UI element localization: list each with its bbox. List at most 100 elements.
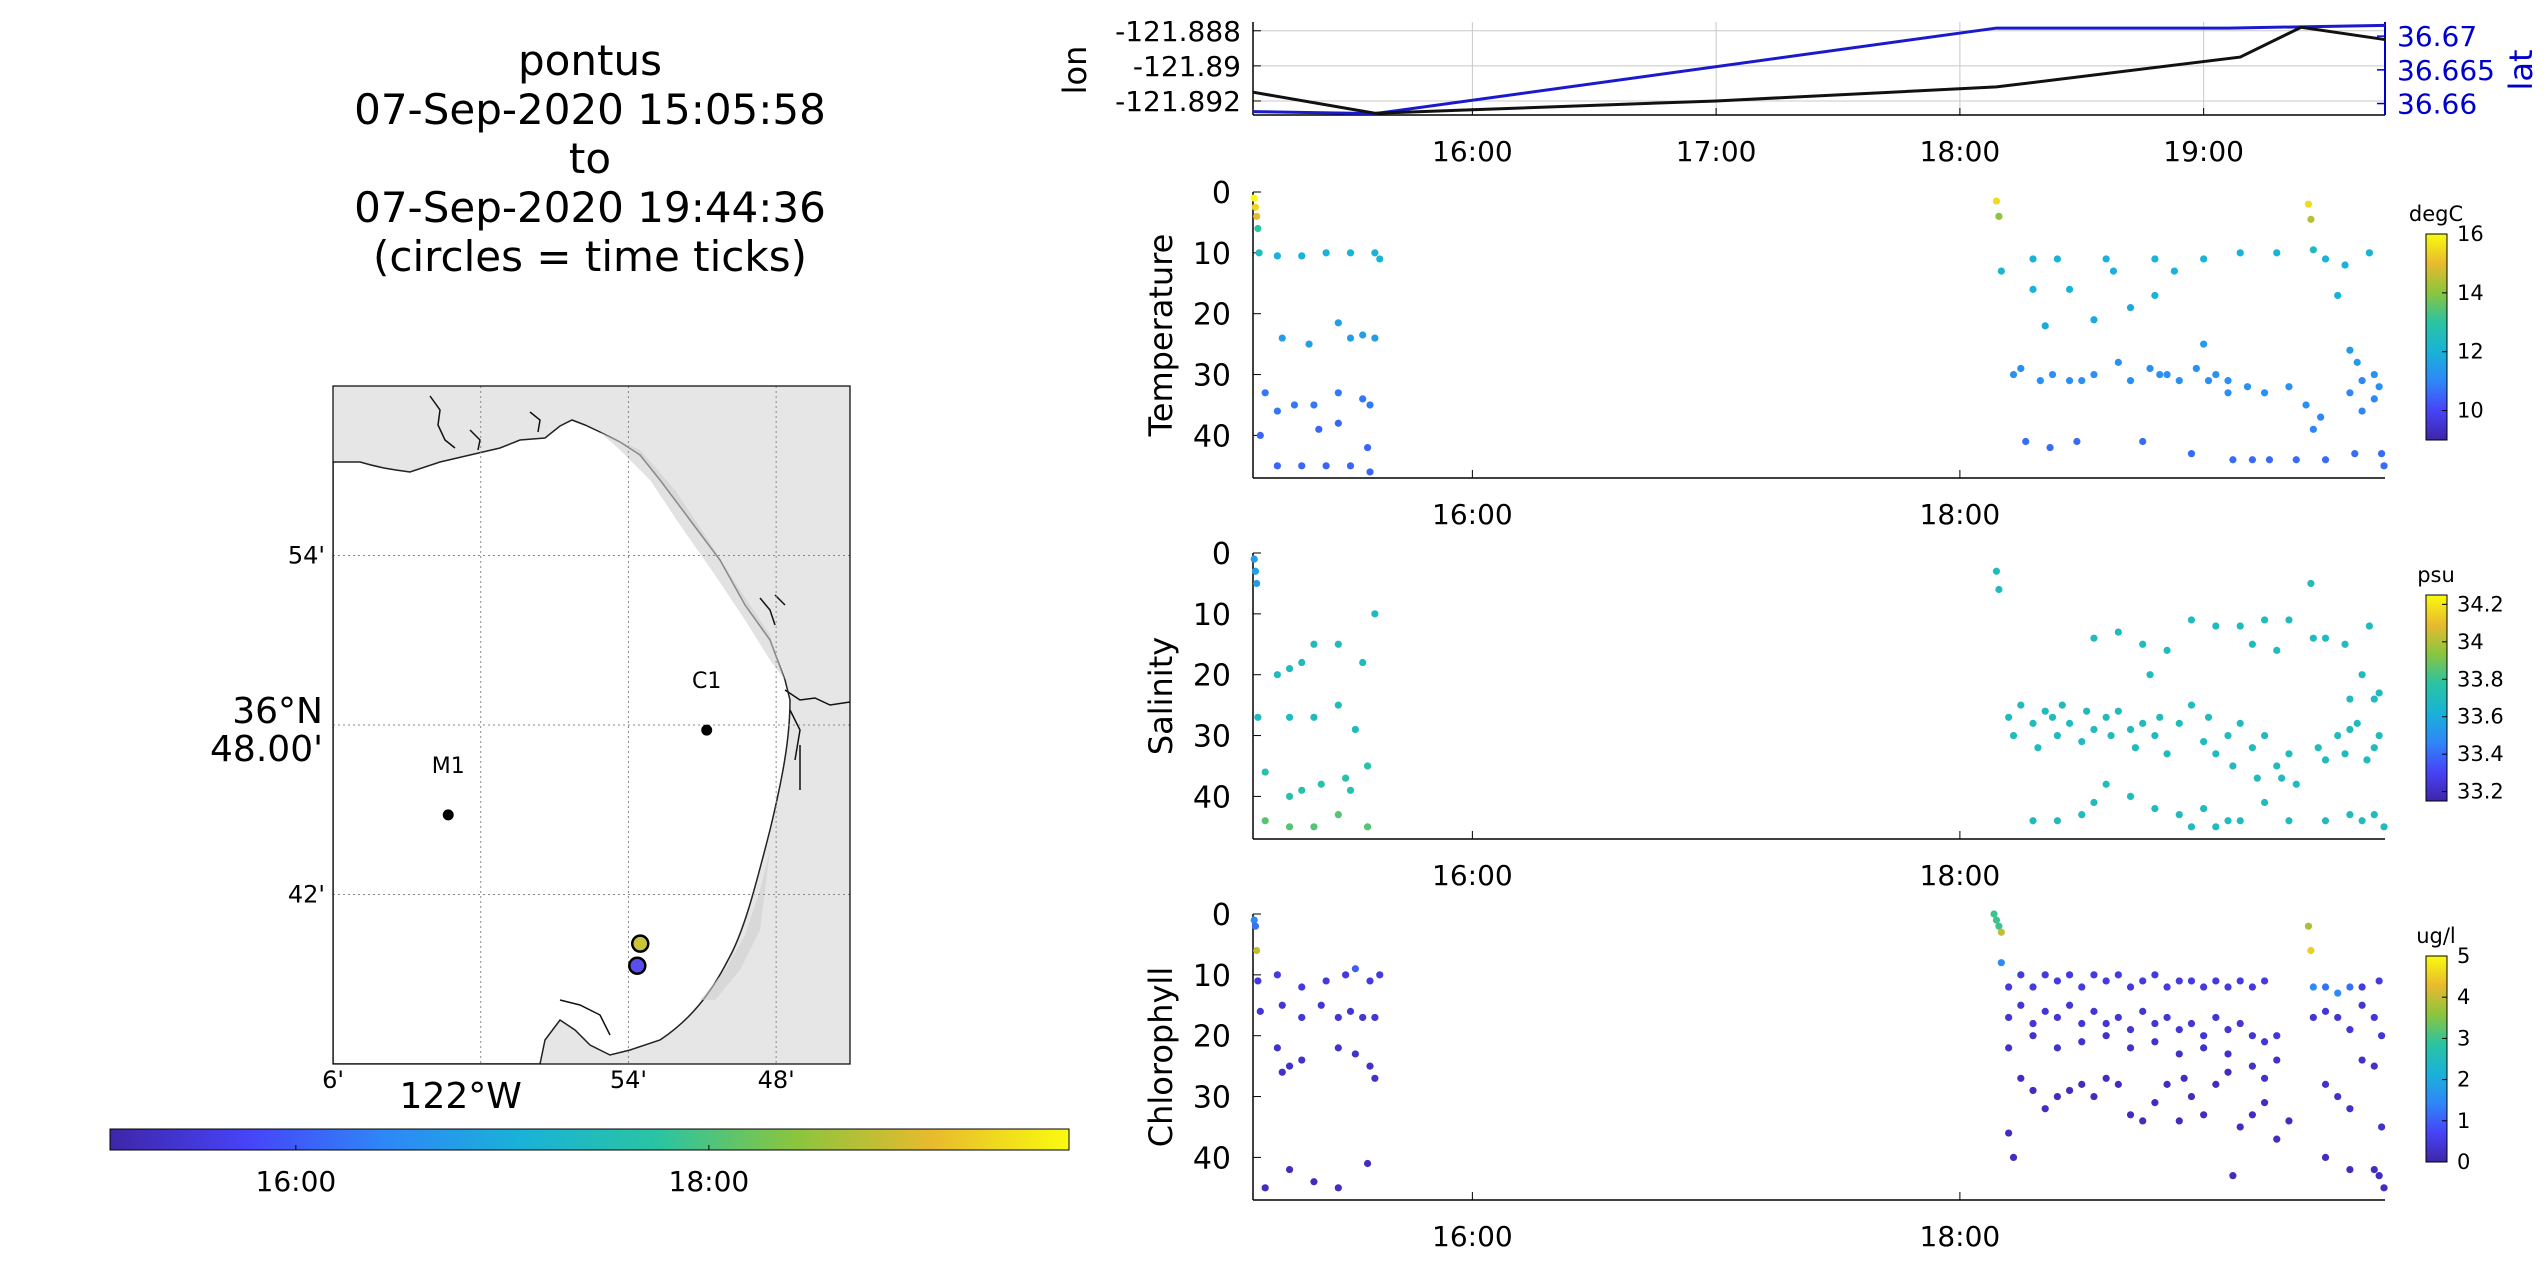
- chlorophyll-point[interactable]: [2346, 983, 2354, 991]
- chlorophyll-point[interactable]: [2114, 971, 2122, 979]
- chlorophyll-point[interactable]: [2090, 1007, 2098, 1015]
- salinity-point[interactable]: [2151, 804, 2159, 813]
- chlorophyll-point[interactable]: [1278, 1068, 1286, 1076]
- temperature-point[interactable]: [1250, 194, 1258, 202]
- temperature-point[interactable]: [2351, 450, 2359, 458]
- salinity-point[interactable]: [1346, 786, 1355, 794]
- chlorophyll-point[interactable]: [1285, 1165, 1294, 1174]
- chlorophyll-point[interactable]: [2273, 1056, 2281, 1064]
- salinity-point[interactable]: [2114, 628, 2122, 636]
- chlorophyll-point[interactable]: [1351, 965, 1359, 973]
- temperature-point[interactable]: [1346, 249, 1355, 257]
- salinity-point[interactable]: [2229, 762, 2237, 770]
- temperature-point[interactable]: [2321, 255, 2330, 263]
- chlorophyll-point[interactable]: [2236, 1123, 2244, 1131]
- temperature-point[interactable]: [2114, 358, 2122, 366]
- chlorophyll-point[interactable]: [2151, 1038, 2159, 1046]
- temperature-point[interactable]: [2029, 285, 2037, 293]
- salinity-point[interactable]: [2175, 719, 2183, 727]
- chlorophyll-point[interactable]: [2273, 1032, 2281, 1040]
- temperature-point[interactable]: [1310, 401, 1318, 409]
- map-track-markers[interactable]: [628, 934, 650, 975]
- chlorophyll-point[interactable]: [2273, 1135, 2281, 1143]
- salinity-point[interactable]: [1992, 567, 2001, 575]
- chlorophyll-point[interactable]: [2224, 983, 2232, 991]
- chlorophyll-point[interactable]: [2346, 1105, 2354, 1113]
- chlorophyll-point[interactable]: [1298, 1056, 1306, 1064]
- temperature-point[interactable]: [2109, 267, 2118, 275]
- salinity-point[interactable]: [1285, 823, 1294, 831]
- chlorophyll-point[interactable]: [2358, 1056, 2366, 1064]
- temperature-point[interactable]: [2090, 316, 2098, 324]
- chlorophyll-point[interactable]: [1346, 1007, 1355, 1015]
- salinity-point[interactable]: [2370, 744, 2378, 752]
- chlorophyll-point[interactable]: [2236, 1019, 2244, 1028]
- chlorophyll-point[interactable]: [2017, 971, 2025, 979]
- temperature-point[interactable]: [2358, 407, 2366, 415]
- chlorophyll-point[interactable]: [2370, 1165, 2378, 1174]
- station-marker[interactable]: [442, 809, 454, 821]
- chlorophyll-point[interactable]: [2163, 1013, 2171, 1022]
- chlorophyll-point[interactable]: [2151, 1019, 2159, 1028]
- chlorophyll-point[interactable]: [2346, 1165, 2354, 1174]
- temperature-point[interactable]: [1359, 395, 1367, 403]
- temperature-point[interactable]: [2009, 370, 2018, 379]
- chlorophyll-point[interactable]: [1334, 1184, 1342, 1192]
- salinity-point[interactable]: [2358, 817, 2366, 825]
- salinity-point[interactable]: [2048, 713, 2057, 721]
- salinity-point[interactable]: [1995, 585, 2003, 594]
- salinity-point[interactable]: [2253, 774, 2261, 782]
- temperature-point[interactable]: [1322, 462, 1330, 470]
- lat-series-line[interactable]: [1252, 23, 2386, 116]
- salinity-point[interactable]: [2175, 811, 2183, 819]
- chlorophyll-point[interactable]: [1997, 928, 2005, 936]
- temperature-point[interactable]: [2285, 383, 2293, 391]
- chlorophyll-point[interactable]: [2187, 977, 2196, 985]
- salinity-point[interactable]: [2041, 707, 2049, 715]
- chlorophyll-point[interactable]: [2151, 1099, 2159, 1107]
- chlorophyll-point[interactable]: [2078, 983, 2086, 991]
- salinity-point[interactable]: [2204, 713, 2213, 721]
- salinity-point[interactable]: [2053, 817, 2061, 825]
- temperature-point[interactable]: [2346, 346, 2354, 354]
- chlorophyll-point[interactable]: [2212, 1013, 2220, 1022]
- chlorophyll-point[interactable]: [2248, 983, 2256, 991]
- chlorophyll-point[interactable]: [2053, 1013, 2061, 1022]
- salinity-point[interactable]: [2090, 634, 2098, 642]
- salinity-point[interactable]: [2236, 719, 2244, 727]
- temperature-point[interactable]: [1253, 212, 1261, 220]
- salinity-point[interactable]: [2151, 731, 2159, 740]
- chlorophyll-point[interactable]: [2321, 1153, 2330, 1162]
- salinity-point[interactable]: [2053, 731, 2061, 740]
- chlorophyll-point[interactable]: [2102, 1032, 2110, 1040]
- chlorophyll-point[interactable]: [2200, 1032, 2208, 1040]
- temperature-point[interactable]: [1366, 468, 1374, 476]
- chlorophyll-point[interactable]: [2224, 1050, 2232, 1058]
- temperature-point[interactable]: [2017, 364, 2025, 373]
- chlorophyll-point[interactable]: [2304, 922, 2313, 930]
- salinity-point[interactable]: [2029, 719, 2037, 727]
- chlorophyll-point[interactable]: [1992, 916, 2001, 924]
- temperature-point[interactable]: [2200, 255, 2208, 263]
- salinity-point[interactable]: [2334, 731, 2342, 740]
- temperature-point[interactable]: [2163, 370, 2171, 379]
- temperature-point[interactable]: [2200, 340, 2208, 348]
- salinity-point[interactable]: [1310, 640, 1318, 648]
- chlorophyll-point[interactable]: [2126, 1111, 2135, 1119]
- chlorophyll-point[interactable]: [2065, 1001, 2074, 1009]
- chlorophyll-point[interactable]: [2260, 977, 2269, 985]
- temperature-point[interactable]: [1278, 334, 1286, 342]
- chlorophyll-point[interactable]: [2229, 1172, 2237, 1180]
- lon-series-line[interactable]: [1252, 25, 2386, 115]
- salinity-point[interactable]: [2017, 701, 2025, 709]
- temperature-point[interactable]: [2224, 389, 2232, 397]
- chlorophyll-point[interactable]: [2065, 971, 2074, 979]
- salinity-point[interactable]: [1334, 701, 1342, 709]
- salinity-point[interactable]: [2375, 731, 2383, 740]
- salinity-point[interactable]: [1261, 768, 1269, 776]
- salinity-point[interactable]: [2260, 798, 2269, 807]
- salinity-point[interactable]: [2029, 817, 2037, 825]
- chlorophyll-point[interactable]: [2090, 971, 2098, 979]
- chlorophyll-point[interactable]: [2175, 1050, 2183, 1058]
- temperature-point[interactable]: [2192, 364, 2200, 373]
